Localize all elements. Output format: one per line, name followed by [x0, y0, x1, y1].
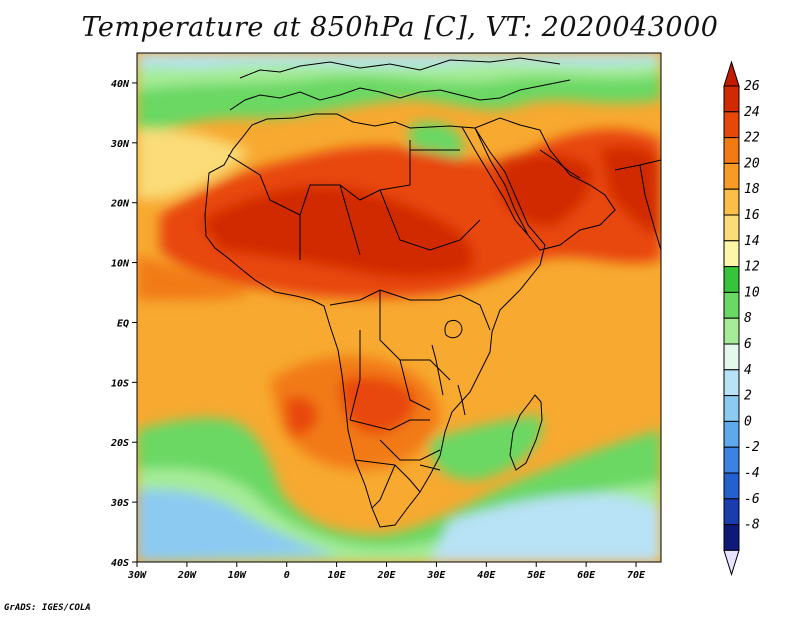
lake-malawi: [457, 384, 466, 416]
colorbar-label: 26: [744, 79, 760, 94]
lon-tick-label: 40E: [477, 570, 496, 581]
colorbar-swatch: [723, 472, 740, 500]
colorbar-label: -8: [744, 518, 760, 533]
lat-tick-label: 40S: [111, 558, 129, 569]
lat-tick-label: 40N: [111, 79, 130, 90]
european-coast-north: [239, 57, 561, 79]
colorbar-swatch: [723, 266, 740, 293]
colorbar-label: -2: [744, 440, 760, 455]
europe-coastline: [229, 79, 571, 111]
colorbar-swatch: [723, 395, 740, 422]
colorbar-swatch: [723, 317, 740, 345]
colorbar-bottom-arrow: [723, 549, 740, 577]
colorbar-label: -4: [744, 466, 760, 481]
field-guinea-22C: [137, 255, 250, 300]
colorbar-label: 6: [744, 337, 752, 352]
arabia-coastline: [474, 117, 616, 251]
map-title: Temperature at 850hPa [C], VT: 202004300…: [81, 12, 719, 43]
border-south-africa: [354, 459, 441, 509]
lake-tanganyika: [431, 344, 444, 396]
colorbar-swatch: [723, 162, 740, 190]
field-southeast-blue: [430, 494, 661, 562]
red-sea: [461, 126, 529, 236]
lon-axis: 30W 20W 10W 0 10E 20E 30E 40E 50E 60E 70E: [127, 562, 646, 581]
lat-axis: 40N 30N 20N 10N EQ 10S 20S 30S 40S: [110, 79, 137, 569]
lon-tick-label: 30E: [426, 570, 446, 581]
coastlines: [204, 57, 661, 528]
field-angola-24C: [285, 396, 318, 436]
lon-tick-label: 60E: [577, 570, 596, 581]
lat-tick-label: 30N: [110, 139, 130, 150]
colorbar-swatch: [723, 446, 740, 474]
colorbar-label: 14: [744, 234, 760, 249]
colorbar-label: 18: [744, 182, 760, 197]
madagascar-coastline: [509, 394, 543, 471]
lat-tick-label: 20N: [110, 199, 130, 210]
plot-frame: [136, 52, 662, 563]
colorbar-label: 2: [744, 389, 752, 404]
field-southwest-blue: [137, 489, 340, 562]
colorbar-swatch: [723, 291, 740, 319]
colorbar-top-arrow: [723, 60, 740, 87]
lon-tick-label: 20W: [177, 570, 197, 581]
colorbar-swatch: [723, 420, 740, 448]
africa-coastline: [204, 113, 546, 528]
india-west-coast: [639, 164, 661, 251]
colorbar-swatch: [723, 111, 740, 139]
field-north-cold: [137, 53, 661, 68]
lat-tick-label: 10S: [111, 378, 129, 389]
border-central-africa: [329, 289, 491, 461]
colorbar-label: 22: [744, 131, 760, 146]
border-west-africa: [227, 140, 481, 260]
colorbar-label: -6: [744, 492, 760, 507]
colorbar-label: 12: [744, 260, 760, 275]
lat-tick-label: 30S: [110, 498, 129, 509]
field-sahel-26C: [200, 185, 474, 278]
colorbar-swatch: [723, 498, 740, 526]
lat-tick-label: 20S: [110, 438, 129, 449]
lon-tick-label: 20E: [376, 570, 396, 581]
colorbar-swatch: [723, 369, 740, 397]
credit-label: GrADS: IGES/COLA: [4, 603, 91, 613]
lon-tick-label: 30W: [127, 570, 147, 581]
colorbar-label: 8: [744, 311, 752, 326]
lat-tick-label: EQ: [117, 318, 129, 329]
colorbar-swatch: [723, 524, 740, 551]
lon-tick-label: 50E: [527, 570, 546, 581]
colorbar-swatch: [723, 343, 740, 371]
colorbar-label: 20: [744, 156, 760, 171]
lon-tick-label: 70E: [627, 570, 646, 581]
field-india-26C: [600, 145, 661, 240]
persian-gulf: [539, 149, 581, 179]
colorbar-swatch: [723, 137, 740, 164]
lon-tick-label: 10W: [228, 570, 247, 581]
colorbar-swatch: [723, 214, 740, 242]
temperature-field: [137, 53, 661, 562]
colorbar-label: 24: [744, 105, 760, 120]
lon-tick-label: 0: [284, 570, 290, 581]
colorbar-label: 0: [744, 414, 752, 429]
colorbar-swatch: [723, 240, 740, 268]
field-zambia-24C: [339, 376, 416, 434]
colorbar-label: 16: [744, 208, 760, 223]
lake-victoria: [444, 319, 463, 339]
field-atlantic-yellow: [137, 129, 250, 200]
lat-tick-label: 10N: [111, 259, 130, 270]
colorbar-label: 10: [744, 285, 760, 300]
colorbar-swatch: [723, 188, 740, 216]
lon-tick-label: 10E: [328, 570, 347, 581]
colorbar-label: 4: [744, 363, 752, 378]
colorbar-swatch: [723, 85, 740, 113]
